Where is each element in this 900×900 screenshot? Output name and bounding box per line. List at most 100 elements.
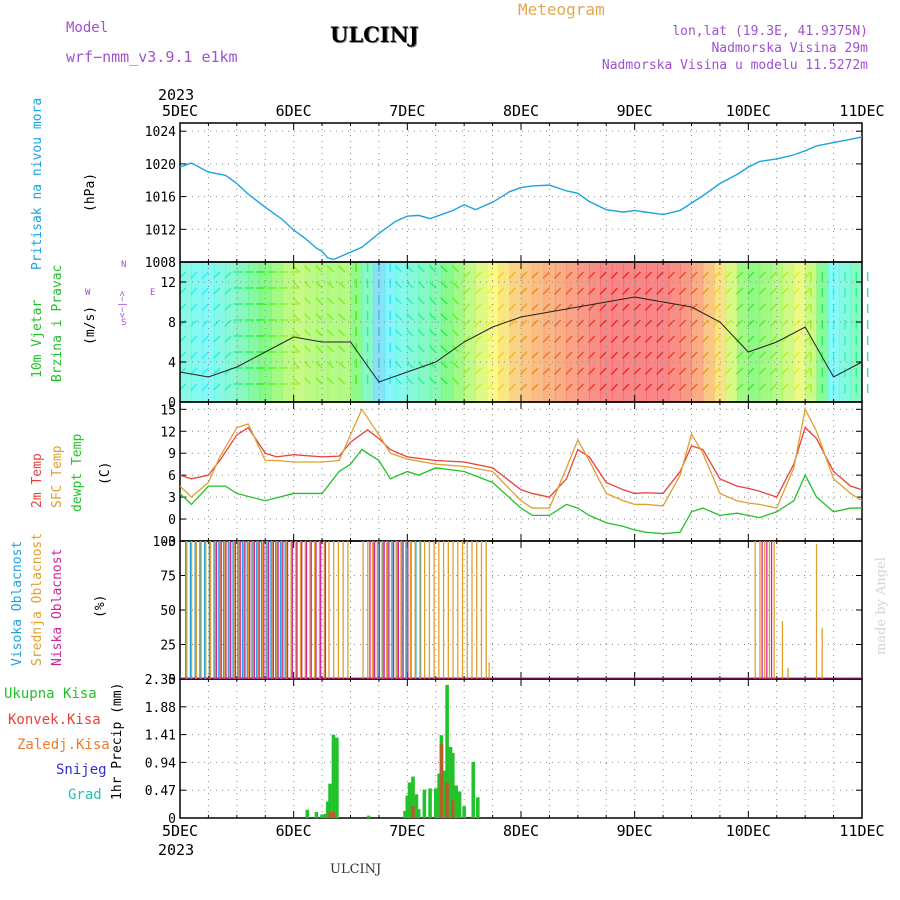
wind-arrow: [690, 383, 698, 391]
x-tick-label-bottom: 10DEC: [726, 822, 771, 840]
wind-arrow: [633, 335, 641, 343]
wind-arrow: [428, 329, 437, 337]
y-tick-label: 1016: [145, 191, 176, 206]
x-tick-label-bottom: 8DEC: [503, 822, 539, 840]
wind-speed-band: [793, 262, 806, 402]
wind-arrow: [769, 287, 778, 295]
wind-arrow: [792, 367, 800, 375]
wind-arrow: [519, 383, 528, 391]
wind-speed-band: [759, 262, 772, 402]
y-tick-label: 3: [168, 491, 176, 506]
wind-speed-band: [236, 262, 249, 402]
wind-arrow: [656, 367, 664, 375]
total-precip-bar: [445, 684, 449, 818]
wind-arrow: [394, 297, 403, 305]
total-precip-bar: [462, 806, 466, 818]
total-precip-bar: [428, 788, 432, 818]
wind-arrow: [474, 319, 482, 327]
wind-arrow: [678, 383, 687, 391]
wind-arrow: [315, 281, 323, 289]
wind-arrow: [565, 335, 573, 343]
wind-arrow: [678, 367, 687, 375]
wind-arrow: [667, 367, 675, 375]
legend-freezing: Zaledj.Kisa: [17, 737, 110, 753]
wind-arrow: [792, 319, 800, 327]
wind-arrow: [303, 377, 312, 385]
wind-arrow: [474, 287, 482, 295]
wind-arrow: [690, 351, 698, 359]
y-tick-label: 4: [168, 356, 176, 371]
wind-arrow: [565, 319, 573, 327]
wind-arrow: [303, 313, 312, 321]
total-precip-bar: [414, 794, 419, 818]
wind-speed-band: [566, 262, 579, 402]
wind-arrow: [485, 303, 494, 311]
wind-arrow: [508, 367, 516, 375]
wind-arrow: [758, 303, 766, 311]
wind-arrow: [201, 303, 209, 311]
wind-arrow: [690, 303, 698, 311]
wind-arrow: [701, 367, 710, 375]
x-tick-label-top: 5DEC: [162, 102, 198, 120]
wind-arrow: [690, 287, 698, 295]
wind-arrow: [588, 367, 596, 375]
wind-arrow: [417, 281, 425, 289]
wind-arrow: [701, 351, 710, 359]
wind-arrow: [326, 377, 334, 385]
y-tick-label: 0: [168, 812, 176, 827]
wind-arrow: [747, 287, 755, 295]
x-tick-label-top: 7DEC: [389, 102, 425, 120]
elevation-label: Nadmorska Visina 29m: [711, 41, 868, 56]
wind-arrow: [724, 319, 732, 327]
wind-arrow: [713, 367, 721, 375]
wind-arrow: [610, 383, 619, 391]
total-precip-bar: [454, 785, 459, 818]
wind-arrow: [542, 319, 550, 327]
wind-arrow: [610, 287, 619, 295]
wind-arrow: [531, 303, 539, 311]
wind-arrow: [428, 361, 437, 369]
total-precip-bar: [325, 801, 330, 818]
wind-arrow: [212, 303, 221, 311]
wind-arrow: [690, 367, 698, 375]
wind-arrow: [781, 383, 789, 391]
wind-arrow: [644, 271, 653, 279]
y-tick-label: -3: [160, 535, 176, 550]
wind-arrow: [303, 345, 312, 353]
wind-arrow: [485, 287, 494, 295]
wind-arrow: [394, 281, 403, 289]
wind-arrow: [678, 287, 687, 295]
wind-arrow: [633, 367, 641, 375]
y-tick-label: 1008: [145, 256, 176, 271]
wind-arrow: [542, 303, 550, 311]
wind-arrow: [337, 329, 346, 337]
wind-arrow: [599, 335, 607, 343]
legend-snow: Snijeg: [56, 762, 107, 778]
wind-speed-band: [600, 262, 613, 402]
wind-arrow: [735, 303, 744, 311]
wind-arrow: [735, 383, 744, 391]
compass-east: E: [150, 288, 156, 298]
wind-arrow: [667, 319, 675, 327]
wind-arrow: [599, 351, 607, 359]
wind-arrow: [713, 335, 721, 343]
wind-arrow: [644, 303, 653, 311]
wind-arrow: [633, 383, 641, 391]
model-name: wrf−nmm_v3.9.1 e1km: [66, 48, 238, 66]
wind-arrow: [315, 345, 323, 353]
year-label-top: 2023: [158, 86, 194, 104]
wind-arrow: [781, 351, 789, 359]
wind-speed-band: [486, 262, 499, 402]
wind-arrow: [508, 287, 516, 295]
wind-arrow: [190, 271, 198, 279]
wind-arrow: [212, 335, 221, 343]
wind-arrow: [644, 383, 653, 391]
wind-arrow: [485, 335, 494, 343]
wind-arrow: [190, 335, 198, 343]
model-label: Model: [66, 20, 109, 36]
wind-arrow: [440, 377, 448, 385]
wind-arrow: [667, 271, 675, 279]
wind-speed-band: [339, 262, 351, 402]
total-precip-bar: [451, 752, 455, 818]
